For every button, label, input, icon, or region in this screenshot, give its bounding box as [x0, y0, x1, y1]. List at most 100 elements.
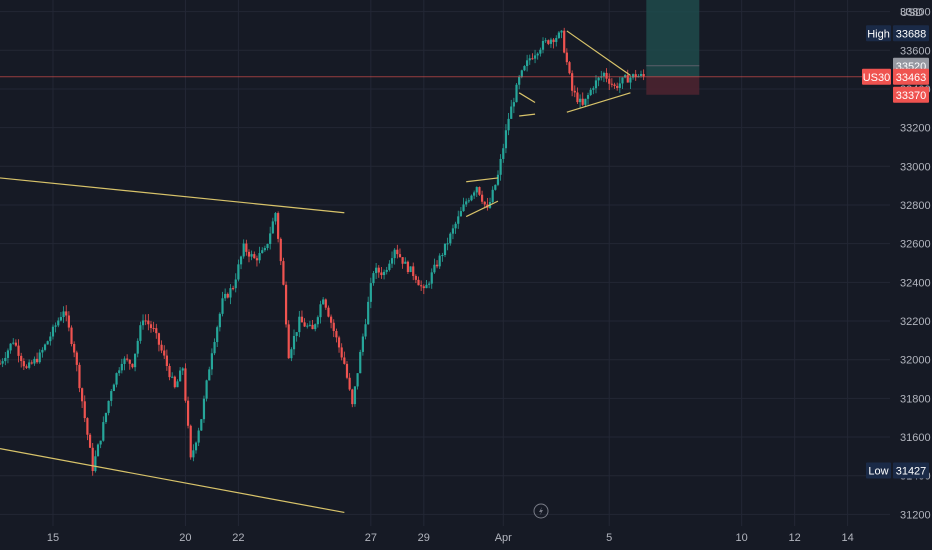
trendline-upper-channel: [0, 177, 345, 214]
candle-body: [78, 364, 81, 389]
candle-body: [51, 326, 55, 337]
candle-body: [594, 80, 598, 89]
candle-body: [443, 243, 447, 256]
candle-body: [388, 263, 391, 270]
candle-body: [396, 249, 399, 255]
candle-body: [412, 266, 415, 277]
candle-body: [126, 358, 129, 360]
candle-body: [133, 353, 137, 368]
candle-body: [536, 53, 539, 56]
candle-body: [425, 284, 428, 289]
candle-body: [560, 30, 563, 33]
candle-body: [613, 84, 616, 86]
candle-body: [213, 342, 216, 354]
trendlines: [0, 30, 631, 514]
y-tick-label: 31200: [900, 509, 931, 521]
y-tick-label: 32800: [900, 200, 931, 212]
candle-body: [314, 324, 317, 330]
candle-body: [504, 130, 508, 149]
symbol-badge-bg: [862, 68, 891, 85]
x-tick-label: 22: [232, 532, 244, 544]
candle-body: [152, 328, 155, 330]
candle-body: [470, 195, 473, 201]
candle-body: [176, 381, 179, 388]
candle-body: [62, 311, 65, 318]
stop-value-badge-bg: [893, 86, 929, 103]
low-label-badge-text: Low: [868, 465, 888, 477]
current-price-badge-text: 33463: [896, 72, 927, 84]
candle-body: [160, 344, 163, 351]
candle-body: [359, 351, 362, 374]
candle-body: [81, 388, 84, 402]
candle-body: [581, 98, 584, 105]
candle-body: [552, 39, 555, 43]
candle-body: [17, 345, 20, 356]
candle-body: [568, 62, 571, 74]
candle-body: [136, 340, 139, 354]
candle-body: [382, 271, 386, 276]
candle-body: [398, 254, 402, 258]
candle-body: [496, 174, 500, 185]
high-label-badge-text: High: [867, 28, 890, 40]
y-tick-label: 32000: [900, 355, 931, 367]
candle-body: [298, 316, 301, 333]
candle-body: [361, 336, 364, 352]
candle-body: [319, 304, 322, 318]
candle-body: [515, 84, 518, 103]
candle-body: [25, 366, 28, 368]
candle-body: [610, 83, 613, 85]
candle-body: [263, 248, 266, 251]
y-tick-label: 32400: [900, 277, 931, 289]
candle-body: [457, 216, 460, 224]
candle-body: [343, 357, 346, 364]
y-tick-label: 33000: [900, 161, 931, 173]
candle-body: [502, 148, 505, 159]
candle-body: [473, 192, 476, 196]
loss-zone: [646, 76, 700, 95]
symbol-badge: US30: [862, 68, 891, 85]
candle-body: [181, 368, 184, 371]
candle-body: [120, 363, 123, 371]
candle-body: [616, 85, 619, 88]
candle-body: [59, 317, 63, 321]
trendline-flag-1-top: [466, 177, 499, 183]
candle-body: [194, 442, 198, 451]
candle-body: [324, 299, 327, 308]
y-tick-label: 31800: [900, 393, 931, 405]
candle-body: [404, 261, 407, 264]
candle-body: [14, 342, 17, 346]
candle-body: [73, 344, 76, 353]
candle-body: [65, 311, 68, 316]
candle-body: [621, 77, 624, 84]
candle-body: [446, 243, 449, 245]
candle-body: [531, 58, 534, 60]
candle-body: [184, 368, 187, 401]
candle-body: [417, 279, 420, 286]
candle-body: [253, 254, 256, 259]
low-value-badge: 31427: [893, 462, 929, 479]
candle-body: [518, 76, 521, 85]
trendline-flag-2-bottom: [519, 113, 536, 117]
candle-body: [303, 322, 306, 327]
candle-body: [539, 49, 542, 54]
candle-body: [592, 88, 595, 90]
candle-body: [6, 350, 10, 358]
candle-body: [422, 286, 425, 289]
candle-body: [226, 293, 229, 298]
lightning-icon[interactable]: [533, 503, 549, 519]
candle-body: [237, 264, 240, 280]
candle-body: [608, 78, 611, 84]
candle-body: [393, 249, 396, 259]
trendline-triangle-top: [566, 30, 631, 76]
candle-body: [449, 233, 452, 244]
candle-body: [642, 73, 645, 77]
candle-body: [277, 213, 280, 239]
candle-body: [602, 72, 606, 77]
candle-body: [229, 288, 232, 298]
candle-body: [157, 333, 161, 345]
current-price-badge: 33463: [893, 68, 929, 85]
candle-body: [380, 272, 383, 276]
candle-body: [430, 272, 433, 284]
